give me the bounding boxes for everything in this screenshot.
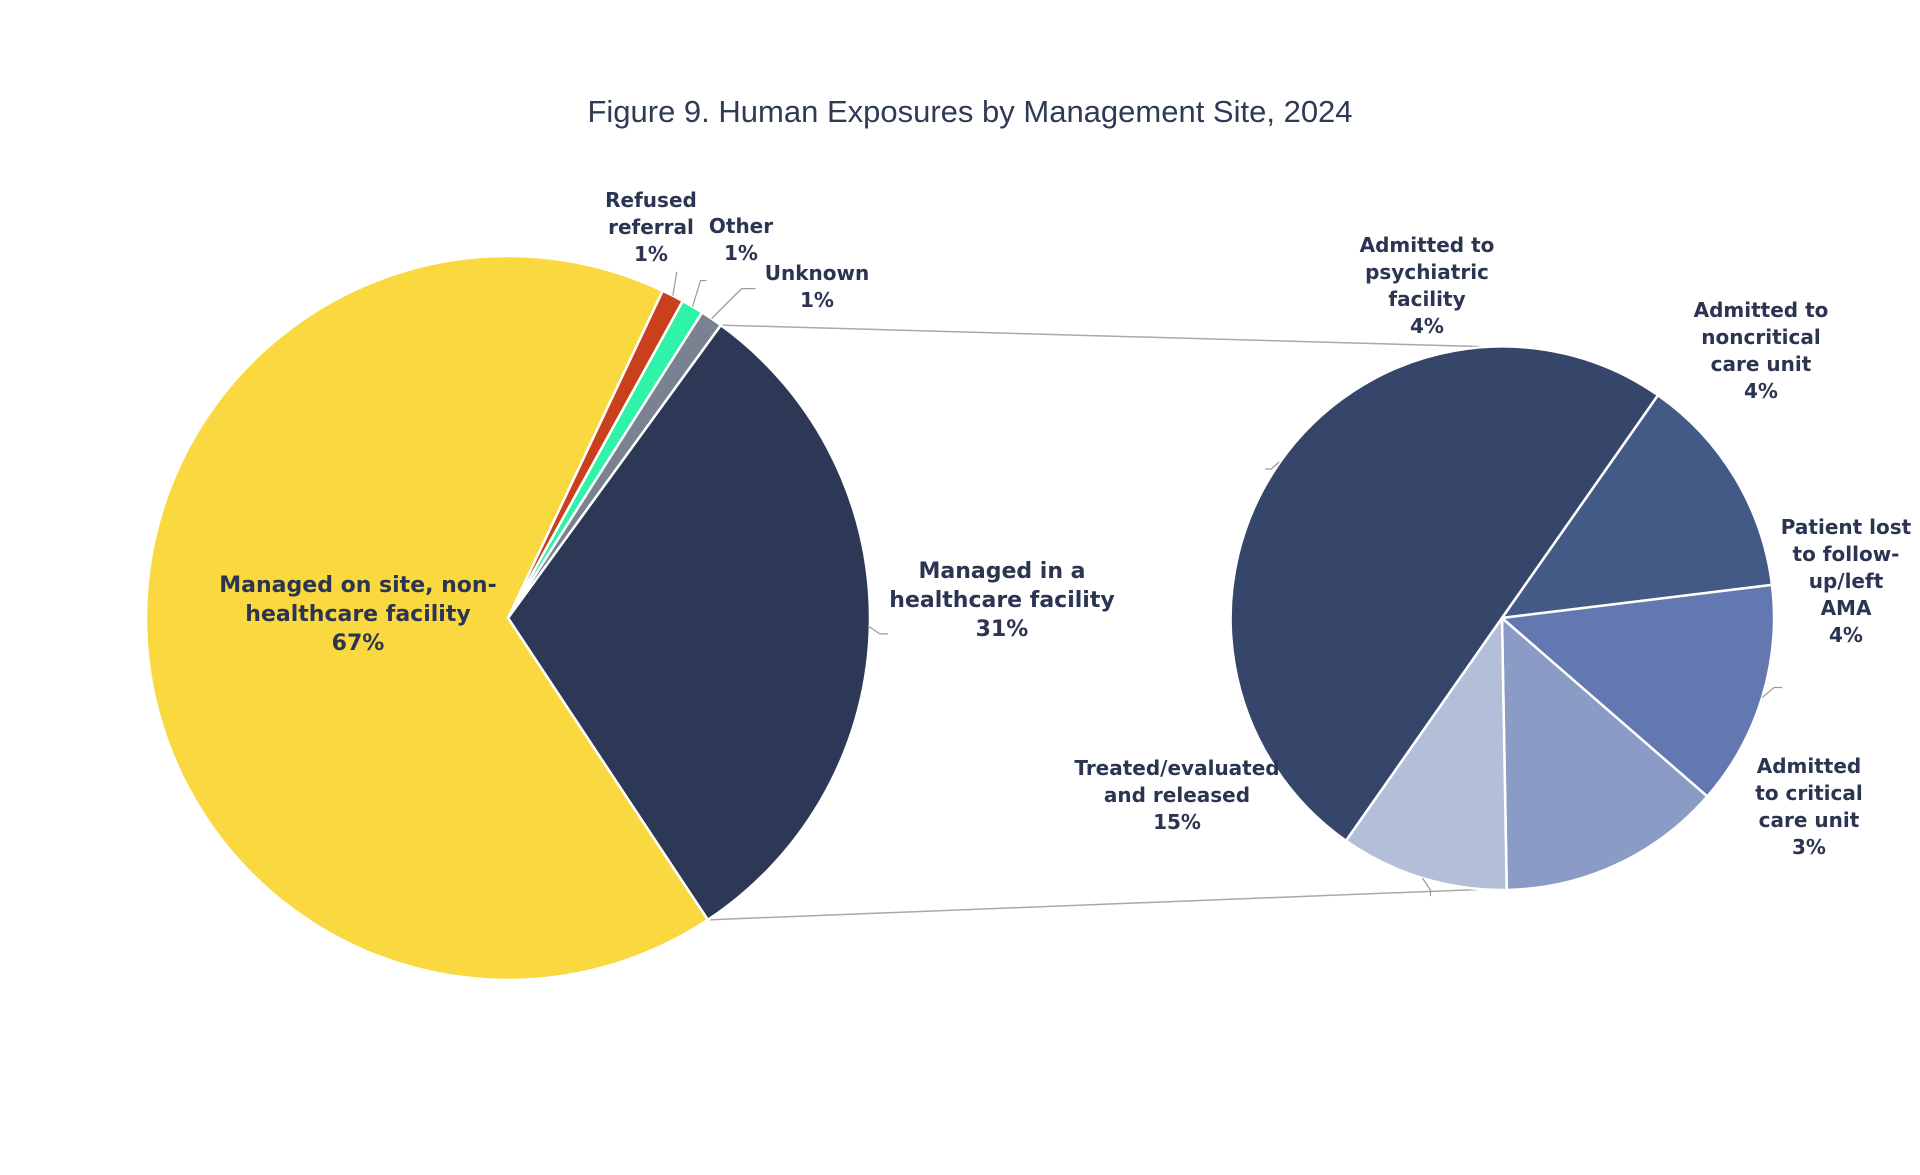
slice-label-managed-in-a-healthcare-facility: healthcare facility (889, 588, 1114, 613)
slice-labels: Managed on site, non-healthcare facility… (219, 188, 1911, 859)
leader-line (711, 288, 756, 320)
slice-label-managed-on-site-non-healthcare-facility: healthcare facility (245, 602, 470, 627)
slice-label-unknown: Unknown (765, 261, 869, 285)
slice-label-admitted-to-noncritical-care-unit: Admitted to (1694, 298, 1829, 322)
connector-line (707, 888, 1484, 921)
main-pie (144, 254, 872, 982)
slice-label-treated-evaluated-and-released: Treated/evaluated (1074, 756, 1279, 780)
slice-label-managed-in-a-healthcare-facility: Managed in a (918, 559, 1085, 584)
leader-line (1265, 461, 1280, 470)
data-label-admitted-to-noncritical-care-unit: 4% (1744, 379, 1778, 403)
pie-slice-managed-on-site-non-healthcare-facility (144, 254, 710, 982)
slice-label-patient-lost-to-follow-up-left-ama: to follow- (1793, 542, 1900, 566)
data-label-other: 1% (724, 241, 758, 265)
chart-title: Figure 9. Human Exposures by Management … (587, 94, 1352, 129)
pie-slice-admitted-to-noncritical-care-unit (1500, 583, 1776, 798)
slice-label-admitted-to-critical-care-unit: to critical (1755, 781, 1862, 805)
pie-slice-patient-lost-to-follow-up-left-ama (1500, 616, 1709, 892)
pie-slice-treated-evaluated-and-released (1229, 345, 1660, 843)
slice-label-admitted-to-critical-care-unit: care unit (1759, 808, 1860, 832)
slice-label-patient-lost-to-follow-up-left-ama: AMA (1821, 596, 1872, 620)
data-label-unknown: 1% (800, 288, 834, 312)
slice-label-other: Other (709, 214, 773, 238)
data-label-treated-evaluated-and-released: 15% (1153, 810, 1201, 834)
slice-label-refused-referral: Refused (605, 188, 697, 212)
slice-label-admitted-to-psychiatric-facility: facility (1388, 287, 1465, 311)
slice-label-patient-lost-to-follow-up-left-ama: Patient lost (1781, 515, 1912, 539)
data-label-patient-lost-to-follow-up-left-ama: 4% (1829, 623, 1863, 647)
pie-slice-managed-in-a-healthcare-facility (506, 323, 872, 922)
slice-label-admitted-to-noncritical-care-unit: noncritical (1701, 325, 1820, 349)
leader-line (1761, 686, 1783, 698)
data-label-managed-in-a-healthcare-facility: 31% (976, 617, 1029, 642)
data-label-admitted-to-psychiatric-facility: 4% (1410, 314, 1444, 338)
connector-lines (707, 324, 1484, 921)
data-label-refused-referral: 1% (634, 242, 668, 266)
leader-line (867, 625, 888, 635)
data-label-admitted-to-critical-care-unit: 3% (1792, 835, 1826, 859)
slice-label-patient-lost-to-follow-up-left-ama: up/left (1809, 569, 1884, 593)
connector-line (720, 324, 1484, 348)
leader-line (691, 279, 707, 307)
secondary-pie (1229, 345, 1776, 892)
label-leader-lines (672, 271, 1783, 897)
slice-label-admitted-to-psychiatric-facility: psychiatric (1365, 260, 1489, 284)
pie-slice-admitted-to-critical-care-unit (1344, 616, 1508, 892)
leader-line (672, 271, 678, 296)
slice-label-treated-evaluated-and-released: and released (1104, 783, 1250, 807)
slice-label-managed-on-site-non-healthcare-facility: Managed on site, non- (219, 573, 496, 598)
slice-label-admitted-to-critical-care-unit: Admitted (1757, 754, 1862, 778)
slice-label-admitted-to-psychiatric-facility: Admitted to (1360, 233, 1495, 257)
slice-label-refused-referral: referral (608, 215, 694, 239)
data-label-managed-on-site-non-healthcare-facility: 67% (332, 631, 385, 656)
pie-slice-admitted-to-psychiatric-facility (1500, 393, 1774, 620)
slice-label-admitted-to-noncritical-care-unit: care unit (1711, 352, 1812, 376)
leader-line (1421, 877, 1432, 897)
